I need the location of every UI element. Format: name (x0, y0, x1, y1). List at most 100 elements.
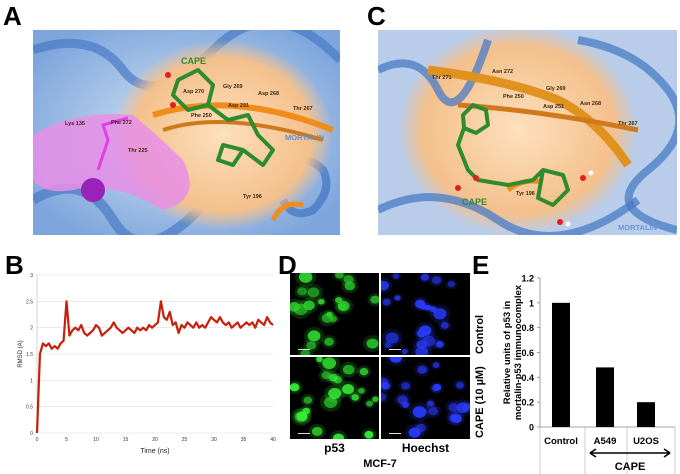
cell-nucleus (382, 298, 391, 306)
cell-nucleus (358, 387, 365, 394)
cell-nucleus (435, 340, 444, 348)
cell-nucleus (392, 273, 400, 279)
cell-nucleus (328, 387, 342, 399)
cell-nucleus (303, 396, 313, 404)
cell-nucleus (424, 304, 432, 311)
cell-nucleus (433, 308, 447, 320)
y-tick-label: 2.5 (26, 299, 33, 305)
x-tick-label: 25 (182, 437, 188, 443)
x-axis-label: Time (ns) (140, 448, 169, 455)
scale-bar (389, 349, 401, 350)
cell-nucleus (394, 295, 401, 301)
micrograph-p53-control (290, 273, 379, 355)
cell-nucleus (342, 364, 355, 375)
residue-label: Lys 135 (65, 121, 85, 127)
cell-nucleus (381, 280, 389, 291)
cell-nucleus (333, 376, 343, 384)
docking-image-c: CAPE MORTALIN Thr 271 Asn 272 Gly 269 Ph… (378, 30, 677, 235)
group-label: CAPE (615, 461, 646, 473)
y-tick-label: 0 (30, 431, 33, 437)
cell-nucleus (297, 287, 307, 296)
cell-nucleus (416, 423, 426, 432)
cell-nucleus (456, 381, 465, 389)
cell-nucleus (370, 295, 379, 304)
cell-nucleus (317, 298, 325, 305)
cell-nucleus (311, 426, 323, 437)
scale-bar (298, 433, 310, 434)
x-tick-label: 0 (36, 437, 39, 443)
ligand-label: CAPE (181, 56, 206, 66)
cell-nucleus (351, 394, 360, 401)
cell-nucleus (344, 281, 356, 291)
cell-nucleus (303, 300, 315, 311)
cell-nucleus (448, 402, 459, 412)
bar-u2os (637, 402, 655, 427)
row-label-control: Control (474, 314, 486, 354)
cell-nucleus (335, 273, 344, 279)
cell-nucleus (431, 276, 442, 285)
cell-nucleus (372, 396, 379, 402)
cell-nucleus (414, 299, 426, 309)
y-tick-label: 1 (529, 298, 534, 308)
cell-nucleus (462, 403, 470, 411)
residue-label: Thr 267 (618, 121, 638, 127)
scale-bar (389, 433, 401, 434)
y-axis-label-line2: mortalin-p53 immunocomplex (513, 284, 524, 420)
cell-nucleus (422, 335, 436, 347)
y-tick-label: 0.4 (521, 373, 534, 383)
cell-nucleus (307, 287, 320, 298)
residue-label: Asn 268 (580, 101, 601, 107)
cell-line-label: MCF-7 (363, 458, 397, 470)
y-tick-label: 0 (529, 423, 534, 433)
docking-image-a: CAPE MORTALIN Lys 135 Phe 272 Thr 225 As… (33, 30, 340, 235)
y-axis-label: RMSD (A) (18, 340, 24, 367)
cell-nucleus (401, 348, 408, 355)
y-tick-label: 0.5 (26, 405, 33, 411)
cell-nucleus (419, 325, 432, 336)
cell-nucleus (401, 382, 410, 390)
cell-nucleus (321, 313, 333, 323)
x-tick-label: 10 (93, 437, 99, 443)
cell-nucleus (447, 281, 456, 288)
protein-label: MORTALIN (285, 133, 324, 142)
cell-nucleus (440, 321, 449, 329)
cell-nucleus (296, 411, 308, 421)
cell-nucleus (385, 332, 399, 344)
residue-label: Asn 272 (492, 69, 513, 75)
bar-a549 (596, 367, 614, 427)
residue-label: Thr 267 (293, 106, 313, 112)
double-arrow (589, 448, 671, 458)
panel-label-d: D (278, 250, 297, 280)
cell-nucleus (427, 400, 435, 407)
residue-label: Tyr 196 (516, 191, 535, 197)
cell-nucleus (428, 406, 439, 416)
cell-nucleus (337, 300, 350, 312)
category-label: U2OS (633, 436, 659, 447)
cell-nucleus (298, 273, 313, 283)
cell-nucleus (290, 383, 300, 392)
cell-nucleus (366, 338, 379, 349)
panel-label-b: B (5, 250, 24, 280)
y-tick-label: 1.2 (521, 274, 534, 284)
residue-label: Asp 291 (228, 103, 249, 109)
cell-nucleus (316, 357, 323, 363)
y-tick-label: 0.8 (521, 323, 534, 333)
micrograph-hoechst-control (381, 273, 470, 355)
cell-nucleus (342, 383, 355, 395)
cell-nucleus (420, 273, 430, 281)
panel-label-a: A (3, 1, 22, 31)
scale-bar (298, 349, 310, 350)
cell-nucleus (322, 357, 337, 370)
cell-nucleus (366, 400, 373, 407)
y-tick-label: 0.2 (521, 398, 534, 408)
cell-nucleus (364, 430, 374, 439)
cell-nucleus (412, 406, 427, 418)
x-tick-label: 30 (211, 437, 217, 443)
residue-label: Phe 272 (111, 120, 132, 126)
residue-label: Gly 269 (223, 84, 243, 90)
cell-nucleus (384, 342, 392, 349)
cell-nucleus (324, 396, 338, 408)
residue-label: Asp 270 (183, 89, 204, 95)
column-label-p53: p53 (324, 441, 345, 455)
